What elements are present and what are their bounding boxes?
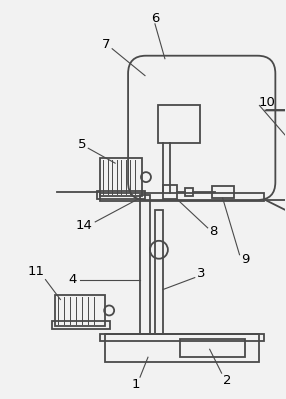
Text: 4: 4 [68,273,77,286]
Bar [155,210,163,334]
Bar [163,185,177,199]
Bar [185,188,193,196]
Bar [100,193,265,201]
Text: 6: 6 [151,12,159,26]
Bar [212,186,234,198]
Bar [97,191,145,199]
Text: 8: 8 [209,225,218,238]
Bar [55,294,105,326]
Bar [52,322,110,329]
Text: 9: 9 [241,253,250,266]
Bar [100,158,142,196]
Bar [140,195,150,334]
Text: 1: 1 [132,377,140,391]
Text: 11: 11 [28,265,45,278]
Bar [100,334,265,341]
Bar [105,334,259,362]
Text: 14: 14 [76,219,93,232]
Bar [158,105,200,143]
Text: 3: 3 [197,267,206,280]
Text: 5: 5 [78,138,87,151]
Bar [180,339,245,357]
Text: 7: 7 [102,38,110,51]
Text: 10: 10 [259,96,276,109]
Text: 2: 2 [223,373,232,387]
